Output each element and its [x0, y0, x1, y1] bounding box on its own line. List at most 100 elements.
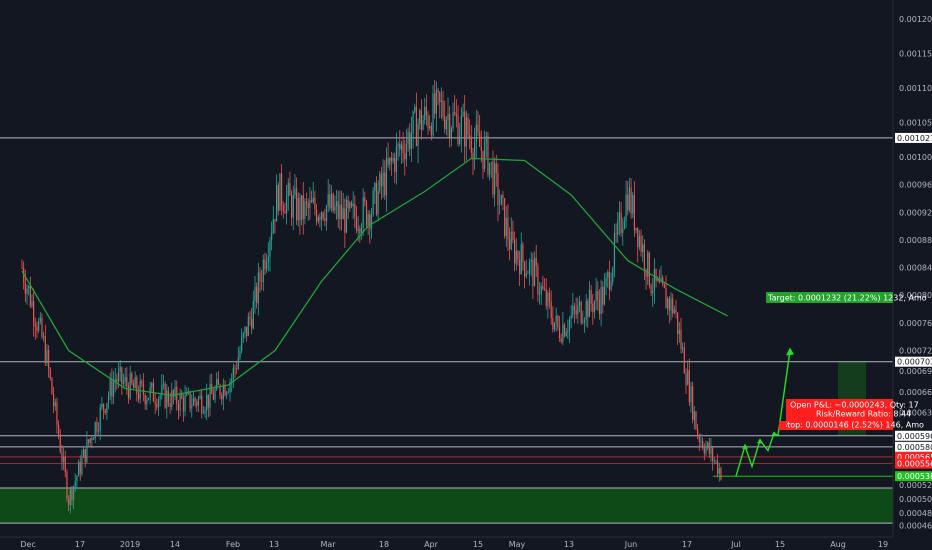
candle-body — [598, 299, 601, 315]
candle-body — [147, 398, 150, 400]
candle-body — [713, 460, 715, 462]
candle-body — [632, 194, 634, 214]
candle-body — [400, 144, 403, 150]
candle-body — [530, 259, 532, 263]
candle-body — [106, 403, 108, 413]
candle-body — [179, 394, 181, 411]
candle-body — [585, 300, 587, 320]
candle-body — [284, 210, 286, 214]
candle-body — [710, 447, 712, 454]
candle-body — [63, 456, 65, 462]
candle-body — [399, 144, 401, 150]
candle-body — [96, 422, 98, 432]
candle-body — [402, 144, 404, 154]
x-tick-label: Feb — [226, 540, 240, 549]
candle-body — [339, 204, 341, 219]
candle-body — [224, 384, 226, 396]
candle-body — [627, 194, 629, 211]
candle-body — [653, 268, 655, 291]
position-target-label[interactable]: Target: 0.0001232 (21.22%) 1232, Amo — [766, 292, 927, 303]
candle-body — [181, 394, 183, 399]
level-layer — [0, 137, 893, 477]
candle-body — [474, 142, 476, 160]
candle-body — [221, 395, 223, 400]
candle-body — [670, 298, 672, 311]
candle-body — [410, 133, 413, 149]
candle-body — [557, 315, 559, 327]
candle-body — [274, 219, 276, 222]
candle-body — [174, 386, 176, 397]
candle-body — [117, 372, 120, 382]
candle-body — [623, 221, 626, 229]
position-pnl-box[interactable]: Open P&L: −0.0000243, Qty: 17 Risk/Rewar… — [782, 399, 924, 430]
candle-body — [513, 240, 516, 264]
candle-body — [612, 268, 614, 282]
candle-body — [242, 333, 244, 338]
candle-body — [620, 212, 622, 233]
price-tag — [895, 132, 932, 143]
candle-body — [369, 214, 371, 229]
candle-body — [700, 440, 702, 442]
time-axis-panel — [0, 537, 932, 550]
candle-body — [162, 383, 165, 385]
candle-body — [668, 298, 670, 311]
candle-body — [583, 319, 586, 323]
candle-body — [454, 112, 456, 115]
candle-body — [194, 397, 196, 402]
candle-body — [232, 367, 234, 380]
candle-body — [462, 111, 464, 117]
candle-body — [33, 301, 35, 324]
candle-body — [334, 206, 336, 211]
candle-body — [535, 257, 537, 267]
candle-body — [107, 395, 110, 404]
x-tick-label: 2019 — [120, 540, 140, 549]
x-tick-label: 15 — [473, 540, 483, 549]
candle-body — [266, 261, 268, 270]
candle-body — [217, 379, 219, 385]
candle-body — [132, 383, 135, 389]
candle-body — [254, 286, 256, 302]
candle-body — [697, 429, 699, 437]
candle-body — [344, 208, 346, 233]
x-tick-label: Jun — [624, 540, 638, 549]
candle-body — [618, 212, 621, 221]
candle-body — [81, 457, 83, 475]
candle-body — [472, 152, 474, 160]
candle-body — [276, 185, 278, 222]
candle-body — [34, 323, 36, 328]
candle-body — [457, 116, 459, 144]
x-tick-label: 13 — [269, 540, 279, 549]
candle-body — [169, 403, 171, 408]
candle-body — [247, 316, 249, 336]
candle-body — [264, 259, 266, 270]
candle-body — [522, 244, 524, 262]
candle-body — [191, 405, 193, 409]
pnl-label-text: Open P&L: −0.0000243, Qty: 17 — [790, 401, 919, 410]
candle-body — [595, 291, 597, 302]
y-tick-label: 0.0007600 — [899, 319, 932, 328]
candle-body — [675, 309, 677, 313]
price-tag-text: 0.0005805 — [897, 443, 932, 452]
candle-body — [404, 153, 406, 160]
zone-layer — [0, 361, 893, 524]
candle-body — [59, 436, 61, 453]
candle-body — [497, 172, 499, 206]
price-tag — [895, 441, 932, 452]
candle-body — [89, 438, 91, 443]
candle-body — [347, 199, 349, 209]
candle-body — [72, 486, 75, 501]
candle-body — [122, 381, 125, 384]
candle-body — [687, 369, 689, 385]
x-tick-label: Aug — [830, 540, 846, 549]
candle-body — [479, 132, 481, 147]
y-tick-label: 0.0006900 — [899, 367, 932, 376]
candle-body — [370, 214, 373, 229]
candle-body — [294, 188, 296, 195]
candle-body — [372, 190, 374, 215]
candle-body — [494, 163, 496, 195]
candle-body — [342, 208, 344, 220]
candle-body — [82, 449, 85, 458]
candle-body — [299, 197, 301, 221]
candle-body — [520, 244, 522, 275]
